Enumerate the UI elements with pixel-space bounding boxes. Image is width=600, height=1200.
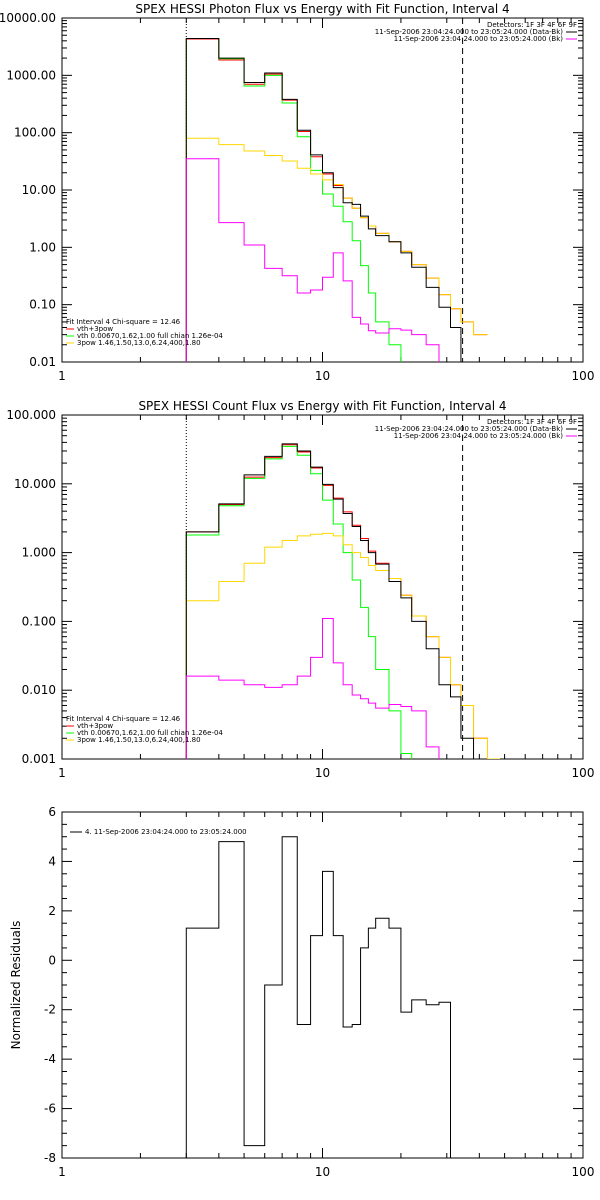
series-line-2 — [185, 137, 488, 362]
legend-bottom-text: vth 0.00670,1.62,1.00 full chian 1.26e-0… — [77, 332, 223, 340]
series-group — [185, 37, 488, 362]
x-tick-label: 10 — [315, 369, 330, 383]
y-axis-label: Normalized Residuals — [9, 921, 23, 1050]
x-tick-label: 100 — [572, 766, 595, 780]
y-tick-label: 0.10 — [29, 298, 56, 312]
series-line-4 — [185, 618, 440, 759]
series-line-0 — [185, 38, 488, 362]
y-tick-label: 1.00 — [29, 240, 56, 254]
legend-top-text: 11-Sep-2006 23:04:24.000 to 23:05:24.000… — [375, 28, 564, 36]
plot-frame — [61, 811, 584, 1159]
y-tick-label: 10000.00 — [0, 11, 56, 25]
legend-bottom-text: vth+3pow — [77, 722, 113, 730]
chart-title: SPEX HESSI Count Flux vs Energy with Fit… — [138, 399, 506, 413]
series-group — [185, 443, 500, 759]
chart-title: SPEX HESSI Photon Flux vs Energy with Fi… — [135, 2, 509, 16]
y-tick-label: 0 — [48, 953, 56, 967]
y-tick-label: 6 — [48, 805, 56, 819]
legend-bottom-text: 3pow 1.46,1.50,13.0,6.24,400,1.80 — [77, 339, 201, 347]
legend-top-text: Detectors: 1F 3F 4F 6F 9F — [487, 21, 577, 29]
y-tick-label: 10.00 — [22, 183, 56, 197]
series-line-1 — [185, 37, 402, 362]
y-tick-label: 4 — [48, 854, 56, 868]
y-tick-label: 1000.00 — [6, 68, 56, 82]
legend-top-text: 11-Sep-2006 23:04:24.000 to 23:05:24.000… — [394, 432, 564, 440]
series-line-4 — [185, 158, 440, 362]
legend-top-text: 11-Sep-2006 23:04:24.000 to 23:05:24.000… — [375, 425, 564, 433]
legend-bottom-text: 3pow 1.46,1.50,13.0,6.24,400,1.80 — [77, 736, 201, 744]
legend-text: 4. 11-Sep-2006 23:04:24.000 to 23:05:24.… — [85, 828, 247, 836]
legend-top-text: 11-Sep-2006 23:04:24.000 to 23:05:24.000… — [394, 35, 564, 43]
legend-bottom-text: vth+3pow — [77, 325, 113, 333]
photon-flux-panel: SPEX HESSI Photon Flux vs Energy with Fi… — [0, 2, 595, 383]
y-tick-label: 0.01 — [29, 355, 56, 369]
legend-top-text: Detectors: 1F 3F 4F 6F 9F — [487, 418, 577, 426]
y-tick-label: -6 — [44, 1102, 56, 1116]
y-tick-label: 100.000 — [6, 408, 56, 422]
residuals-panel: 1 10 100 -8 -6 -4 -2 0 2 4 6 Normalized Residuals 4.… — [9, 805, 594, 1179]
y-tick-label: 10.000 — [14, 477, 56, 491]
y-tick-label: -4 — [44, 1052, 56, 1066]
series-line-3 — [185, 443, 475, 759]
legend-bottom-text: vth 0.00670,1.62,1.00 full chian 1.26e-0… — [77, 729, 223, 737]
y-tick-label: 0.010 — [22, 683, 56, 697]
y-tick-label: -2 — [44, 1003, 56, 1017]
y-tick-label: -8 — [44, 1151, 56, 1165]
x-tick-label: 1 — [58, 1165, 66, 1179]
y-tick-label: 2 — [48, 904, 56, 918]
x-tick-label: 10 — [315, 1165, 330, 1179]
y-tick-label: 0.100 — [22, 614, 56, 628]
series-line-0 — [185, 836, 461, 1158]
x-tick-label: 1 — [58, 369, 66, 383]
series-group — [185, 836, 461, 1158]
x-tick-label: 100 — [572, 369, 595, 383]
y-tick-label: 100.00 — [14, 126, 56, 140]
legend-bottom-text: Fit Interval 4 Chi-square = 12.46 — [66, 715, 181, 723]
x-tick-label: 1 — [58, 766, 66, 780]
series-line-3 — [185, 37, 462, 362]
series-line-2 — [185, 532, 500, 759]
x-tick-label: 100 — [572, 1165, 595, 1179]
count-flux-panel: SPEX HESSI Count Flux vs Energy with Fit… — [6, 399, 595, 780]
x-tick-label: 10 — [315, 766, 330, 780]
y-tick-label: 1.000 — [22, 546, 56, 560]
y-tick-label: 0.001 — [22, 752, 56, 766]
legend-bottom-text: Fit Interval 4 Chi-square = 12.46 — [66, 318, 181, 326]
